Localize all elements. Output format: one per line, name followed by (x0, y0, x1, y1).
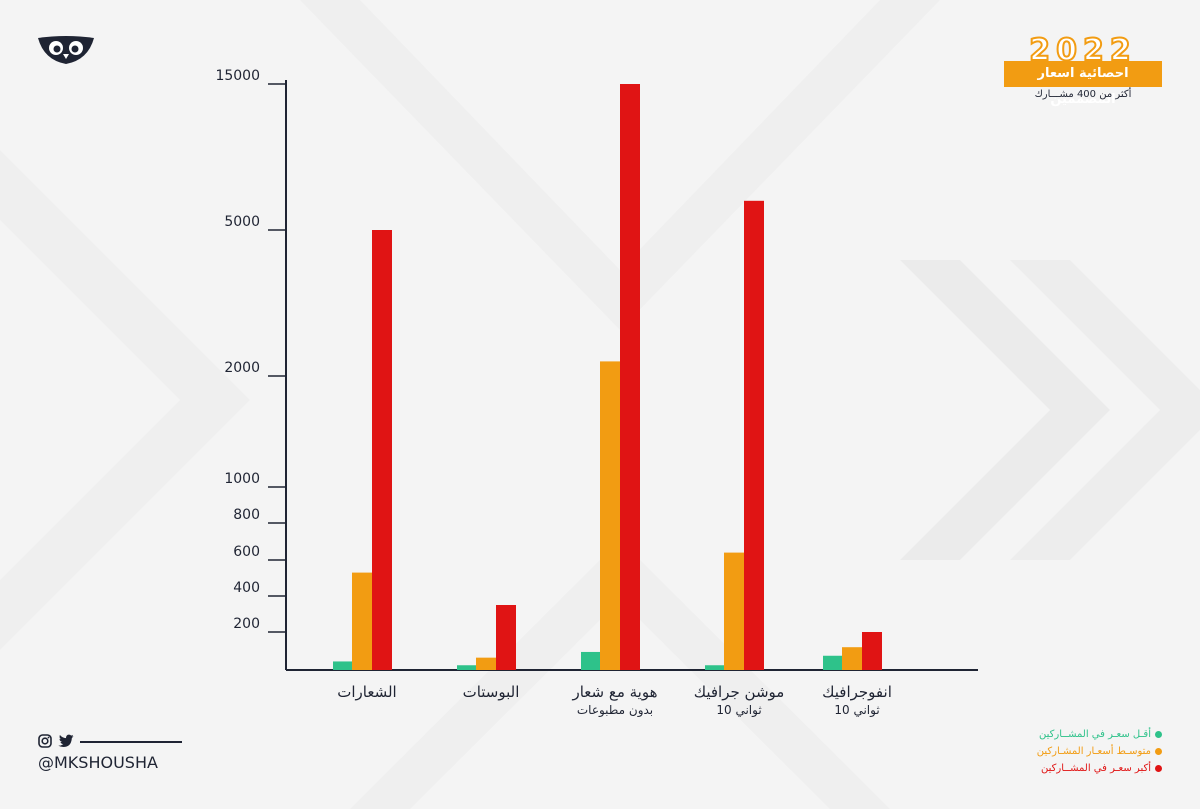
bar-min (457, 665, 477, 670)
bar-max (372, 230, 392, 670)
y-tick-label: 2000 (224, 360, 260, 376)
social-row (38, 734, 182, 750)
bar-min (705, 665, 725, 670)
legend-label-avg: متوسـط أسعـار المشـاركين (1036, 746, 1151, 757)
legend-dot-avg (1155, 748, 1162, 755)
y-tick-label: 800 (233, 507, 260, 523)
bar-max (744, 200, 764, 671)
bar-avg (352, 572, 372, 670)
bar-avg (842, 647, 862, 670)
category-label: انفوجرافيك (822, 683, 892, 701)
social-handle[interactable]: @MKSHOUSHA (38, 753, 158, 772)
divider-line (80, 741, 182, 743)
y-tick-label: 15000 (215, 68, 260, 84)
bar-min (823, 655, 843, 670)
y-tick-label: 600 (233, 544, 260, 560)
category-label: هوية مع شعار (571, 683, 657, 701)
category-label: البوستات (463, 683, 520, 701)
bar-min (581, 651, 601, 670)
bar-min (333, 661, 353, 670)
category-label: الشعارات (337, 683, 396, 701)
category-sublabel: 10 ثواني (716, 703, 761, 718)
y-tick-label: 5000 (224, 214, 260, 230)
bar-max (620, 84, 640, 670)
category-sublabel: 10 ثواني (834, 703, 879, 718)
bar-avg (476, 657, 496, 670)
bar-avg (724, 552, 744, 670)
y-tick-label: 400 (233, 580, 260, 596)
twitter-icon[interactable] (58, 734, 74, 748)
legend: أقـل سعـر في المشــاركين متوسـط أسعـار ا… (990, 726, 1162, 777)
category-label: موشن جرافيك (694, 683, 785, 701)
bar-max (862, 632, 882, 670)
bar-max (496, 605, 516, 670)
participants-note: أكثر من 400 مشـــارك (1034, 89, 1132, 100)
owl-icon (38, 36, 94, 64)
instagram-icon[interactable] (38, 734, 52, 748)
bar-avg (600, 361, 620, 670)
chart-title: احصائية اسعار المصممين (1004, 61, 1162, 107)
legend-item-avg: متوسـط أسعـار المشـاركين (990, 743, 1162, 760)
legend-label-min: أقـل سعـر في المشــاركين (1038, 729, 1151, 740)
category-sublabel: بدون مطبوعات (577, 703, 653, 718)
legend-item-max: أكبر سعـر في المشــاركين (990, 760, 1162, 777)
legend-dot-min (1155, 731, 1162, 738)
legend-dot-max (1155, 765, 1162, 772)
y-tick-label: 200 (233, 616, 260, 632)
legend-item-min: أقـل سعـر في المشــاركين (990, 726, 1162, 743)
legend-label-max: أكبر سعـر في المشــاركين (1040, 763, 1151, 774)
y-tick-label: 1000 (224, 471, 260, 487)
